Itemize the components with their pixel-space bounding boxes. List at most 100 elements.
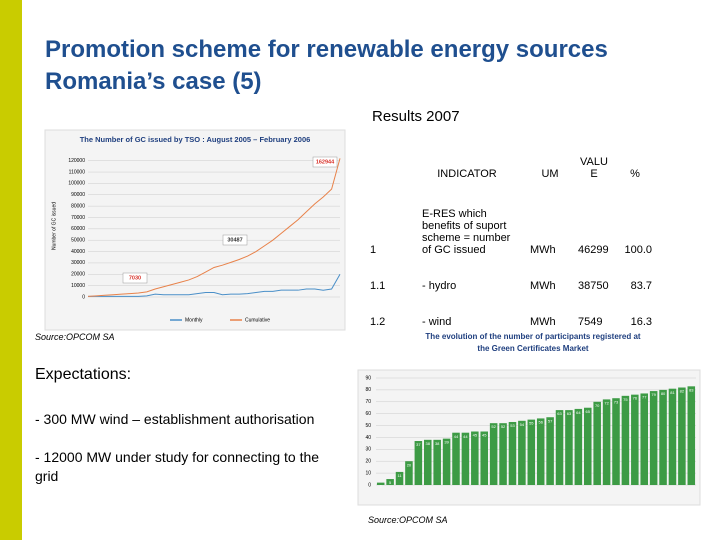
bar [546, 417, 554, 485]
bar [442, 438, 451, 485]
data-line [88, 274, 341, 297]
cell: MWh [530, 280, 556, 292]
bar [659, 389, 667, 485]
y-tick-label: 0 [82, 294, 85, 300]
bar [471, 431, 479, 485]
table-row: 1.1 - hydro MWh 38750 83.7 [366, 258, 656, 294]
bar [424, 439, 432, 485]
cell: 83.7 [630, 280, 652, 292]
cell: MWh [530, 316, 556, 328]
header-cell: % [630, 168, 640, 180]
annotation: 162944 [316, 159, 335, 165]
table-row: 1 E-RES which benefits of suport scheme … [366, 182, 656, 258]
data-label: 64 [576, 410, 581, 415]
y-tick-label: 50 [365, 423, 371, 429]
bar [518, 420, 526, 485]
y-tick-label: 90000 [71, 192, 85, 198]
annotation-box [222, 234, 248, 246]
data-label: 2 [380, 484, 383, 489]
cell: E-RES which benefits of suport scheme = … [422, 208, 511, 256]
data-label: 70 [595, 403, 600, 408]
y-tick-label: 30 [365, 447, 371, 453]
data-line [87, 158, 341, 297]
header-cell: VALUE [580, 156, 608, 180]
bar [649, 391, 658, 485]
data-label: 63 [557, 411, 562, 416]
y-tick-label: 80000 [71, 203, 85, 209]
bar [376, 482, 385, 485]
bar [621, 395, 630, 485]
cell: 1.2 [370, 316, 386, 328]
data-label: 56 [538, 419, 543, 424]
bar [499, 423, 507, 485]
data-label: 82 [680, 389, 685, 394]
data-label: 11 [397, 473, 402, 478]
data-label: 44 [463, 434, 468, 439]
bar [433, 439, 441, 485]
data-label: 37 [416, 442, 421, 447]
results-table: INDICATOR UM VALUE % 1 E-RES which benef… [366, 140, 656, 330]
y-tick-label: 110000 [69, 169, 86, 175]
y-tick-label: 0 [368, 482, 371, 488]
cell: 46299 [578, 244, 609, 256]
bar [678, 387, 686, 485]
bar [508, 421, 517, 485]
data-label: 65 [586, 409, 591, 414]
bar [386, 479, 394, 485]
y-tick-label: 90 [365, 375, 371, 381]
y-tick-label: 60000 [71, 226, 85, 232]
y-tick-label: 30000 [71, 260, 85, 266]
y-tick-label: 10 [365, 470, 371, 476]
cell: 16.3 [630, 316, 652, 328]
y-tick-label: 50000 [71, 238, 85, 244]
bar [593, 401, 601, 485]
bar [489, 423, 498, 485]
cell: 38750 [578, 280, 609, 292]
source: Source:OPCOM SA [368, 515, 448, 525]
y-tick-label: 40000 [71, 249, 85, 255]
header-cell: UM [541, 168, 559, 180]
table-header: INDICATOR UM VALUE % [366, 140, 656, 182]
annotation-box [122, 272, 148, 284]
title: Promotion scheme for renewable energy so… [45, 34, 608, 98]
cell: 1.1 [370, 280, 386, 292]
bar [602, 399, 611, 485]
y-tick-label: 20000 [71, 272, 85, 278]
data-label: 73 [614, 399, 619, 404]
data-label: 55 [529, 421, 534, 426]
bar [414, 441, 423, 485]
y-tick-label: 70000 [71, 215, 85, 221]
bar [461, 432, 470, 485]
y-tick-label: 70 [365, 399, 371, 405]
legend-label: Monthly [185, 317, 203, 323]
bar [612, 398, 620, 485]
data-label: 52 [491, 424, 496, 429]
title-line: Promotion scheme for renewable energy so… [45, 36, 608, 63]
data-label: 81 [670, 390, 675, 395]
chart-title: The Number of GC issued by TSO : August … [80, 135, 311, 144]
bar [527, 419, 536, 485]
cell: 100.0 [624, 244, 652, 256]
header-cell: INDICATOR [437, 168, 497, 180]
data-label: 57 [548, 418, 553, 423]
bar [555, 410, 564, 485]
y-tick-label: 100000 [68, 181, 85, 187]
y-tick-label: 80 [365, 387, 371, 393]
cell: MWh [530, 244, 556, 256]
accent-bar [0, 0, 22, 540]
bar [536, 418, 545, 485]
bar [480, 431, 488, 485]
annotation-box [312, 156, 338, 168]
y-tick-label: 40 [365, 435, 371, 441]
table-row: 1.2 - wind MWh 7549 16.3 [366, 294, 656, 330]
data-label: 45 [473, 433, 478, 438]
bar [631, 394, 639, 485]
data-label: 79 [651, 392, 656, 397]
data-label: 83 [689, 387, 694, 392]
data-label: 38 [435, 441, 440, 446]
y-tick-label: 120000 [68, 158, 85, 164]
bar [405, 461, 413, 485]
data-label: 54 [520, 422, 525, 427]
